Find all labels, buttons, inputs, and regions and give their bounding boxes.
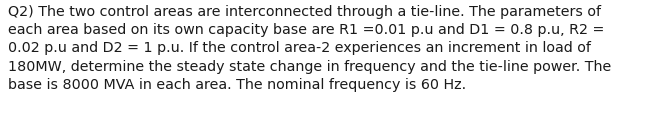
Text: Q2) The two control areas are interconnected through a tie-line. The parameters : Q2) The two control areas are interconne… bbox=[8, 5, 612, 92]
